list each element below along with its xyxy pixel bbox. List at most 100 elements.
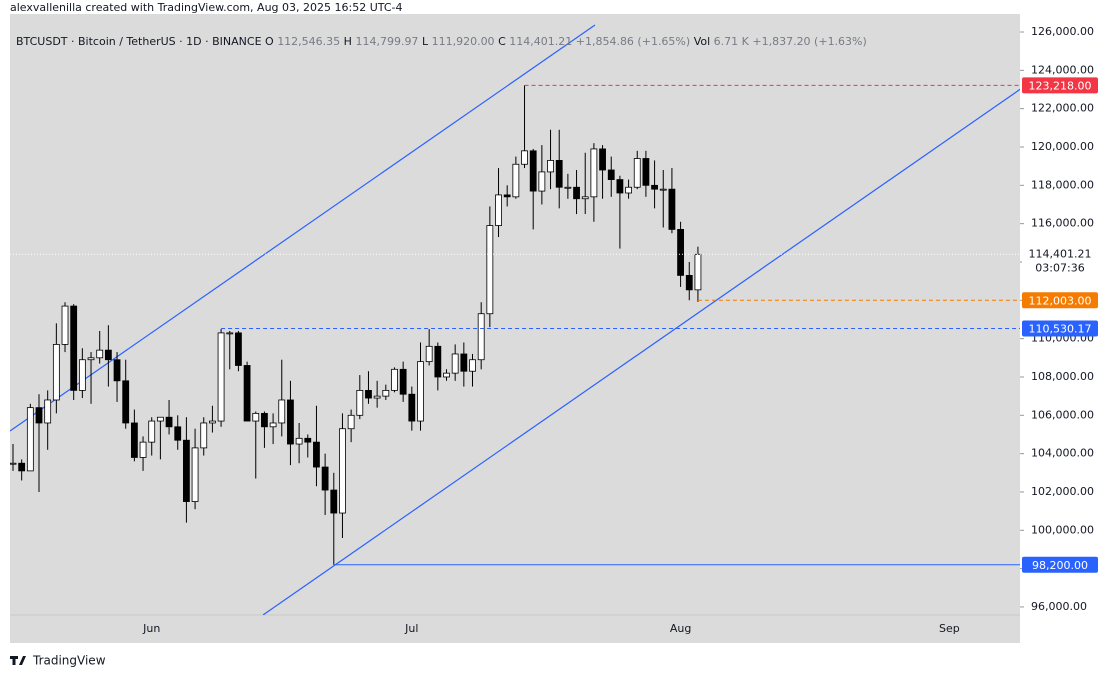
candle-body bbox=[503, 194, 511, 198]
y-tick-label: 106,000.00 bbox=[1031, 408, 1094, 421]
candle-body bbox=[44, 399, 52, 424]
legend: BTCUSDT · Bitcoin / TetherUS · 1D · BINA… bbox=[16, 35, 867, 48]
candle-body bbox=[399, 368, 407, 395]
symbol: BTCUSDT · Bitcoin / TetherUS · 1D · BINA… bbox=[16, 35, 262, 48]
x-tick-label: Aug bbox=[670, 622, 691, 635]
candle-body bbox=[200, 422, 208, 449]
candle-body bbox=[382, 389, 390, 397]
candle-body bbox=[226, 332, 234, 335]
last-price-label: 114,401.21 bbox=[1029, 247, 1092, 260]
level-tag-label: 112,003.00 bbox=[1029, 294, 1092, 307]
legend-value: +1,837.20 (+1.63%) bbox=[752, 35, 866, 48]
candle-body bbox=[365, 389, 372, 399]
candle-body bbox=[113, 359, 121, 382]
candle-body bbox=[182, 439, 190, 502]
legend-line: BTCUSDT · Bitcoin / TetherUS · 1D · BINA… bbox=[16, 35, 867, 48]
candle-body bbox=[633, 158, 641, 188]
header: alexvallenilla created with TradingView.… bbox=[10, 1, 402, 14]
candle-body bbox=[122, 380, 130, 424]
candle-body bbox=[26, 407, 34, 472]
channel-upper bbox=[10, 24, 596, 432]
last-price-tag bbox=[1022, 245, 1098, 276]
candle-body bbox=[443, 372, 450, 378]
legend-value: 112,546.35 bbox=[277, 35, 340, 48]
candle-body bbox=[529, 150, 537, 192]
candle-body bbox=[469, 359, 476, 372]
candles bbox=[10, 85, 702, 565]
x-tick-label: Sep bbox=[939, 622, 960, 635]
candle-body bbox=[607, 169, 615, 180]
candle-body bbox=[590, 148, 598, 198]
candle-body bbox=[477, 313, 485, 361]
candle-body bbox=[642, 158, 650, 186]
drawings bbox=[10, 24, 1020, 615]
candle-body bbox=[61, 305, 69, 345]
candle-body bbox=[87, 357, 95, 361]
y-tick-label: 116,000.00 bbox=[1031, 217, 1094, 230]
y-tick-label: 118,000.00 bbox=[1031, 178, 1094, 191]
candle-body bbox=[356, 389, 364, 416]
candle-body bbox=[287, 399, 294, 445]
y-tick-label: 124,000.00 bbox=[1031, 63, 1094, 76]
level-tag-label: 98,200.00 bbox=[1032, 559, 1088, 572]
level-tag bbox=[1022, 320, 1098, 337]
candle-body bbox=[685, 275, 693, 291]
candle-body bbox=[243, 365, 251, 422]
candle-body bbox=[417, 361, 424, 422]
legend-value: 111,920.00 bbox=[432, 35, 495, 48]
level-tag bbox=[1022, 292, 1098, 309]
level-tag bbox=[1022, 77, 1098, 94]
candle-body bbox=[564, 186, 572, 189]
candle-body bbox=[156, 416, 164, 422]
countdown: 03:07:36 bbox=[1035, 261, 1084, 274]
candle-body bbox=[521, 150, 528, 165]
candle-body bbox=[269, 422, 277, 428]
candle-body bbox=[451, 353, 459, 374]
candle-body bbox=[148, 420, 156, 443]
y-tick-label: 102,000.00 bbox=[1031, 485, 1094, 498]
candle-body bbox=[104, 349, 112, 361]
candle-body bbox=[668, 188, 676, 230]
legend-key: Vol bbox=[694, 35, 710, 48]
y-tick-label: 122,000.00 bbox=[1031, 102, 1094, 115]
candle-body bbox=[373, 395, 381, 399]
candle-body bbox=[217, 332, 225, 422]
candle-body bbox=[408, 393, 416, 422]
candle-body bbox=[235, 332, 242, 366]
legend-value: 6.71 K bbox=[714, 35, 750, 48]
candle-body bbox=[209, 420, 216, 424]
level-tag-label: 123,218.00 bbox=[1029, 79, 1092, 92]
candle-body bbox=[78, 359, 86, 391]
y-tick-label: 120,000.00 bbox=[1031, 140, 1094, 153]
candle-body bbox=[659, 188, 667, 191]
candle-body bbox=[694, 253, 702, 291]
channel-lower bbox=[262, 88, 1020, 615]
candle-body bbox=[425, 345, 433, 363]
candle-body bbox=[52, 343, 60, 401]
legend-key: C bbox=[498, 35, 506, 48]
candle-body bbox=[130, 422, 138, 458]
candle-body bbox=[165, 416, 173, 428]
y-tick-label: 100,000.00 bbox=[1031, 523, 1094, 536]
candle-body bbox=[18, 462, 26, 472]
candle-body bbox=[139, 441, 147, 458]
candle-body bbox=[512, 163, 520, 198]
level-tag-label: 110,530.17 bbox=[1029, 322, 1092, 335]
candle-body bbox=[321, 466, 329, 491]
candle-body bbox=[261, 412, 268, 428]
legend-value: 114,401.21 bbox=[509, 35, 572, 48]
candle-body bbox=[191, 447, 199, 502]
legend-key: L bbox=[422, 35, 429, 48]
candle-body bbox=[304, 437, 312, 443]
candle-body bbox=[295, 437, 303, 445]
candle-body bbox=[486, 225, 494, 315]
candle-body bbox=[625, 186, 632, 194]
candle-body bbox=[651, 184, 658, 190]
legend-value: 114,799.97 bbox=[355, 35, 418, 48]
candle-body bbox=[555, 160, 563, 188]
y-tick-label: 108,000.00 bbox=[1031, 370, 1094, 383]
candle-body bbox=[10, 462, 17, 465]
y-tick-label: 104,000.00 bbox=[1031, 447, 1094, 460]
candle-body bbox=[599, 148, 606, 171]
price-tags: 123,218.00 112,003.00 110,530.17 98,200.00 1… bbox=[1022, 77, 1098, 573]
